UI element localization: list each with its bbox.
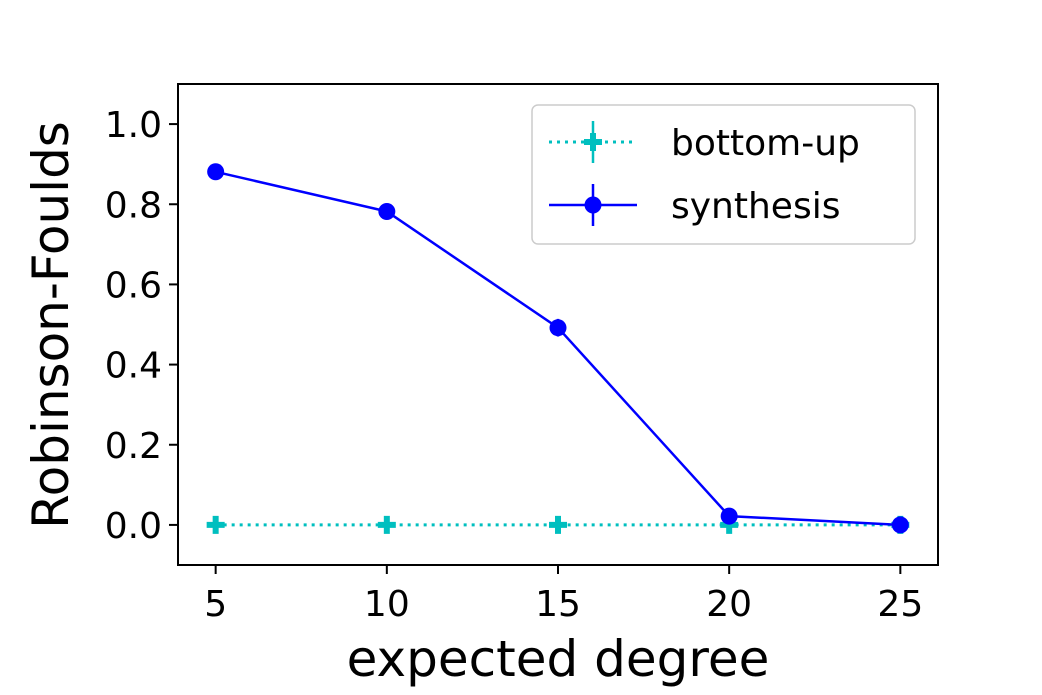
- data-point: [720, 515, 739, 534]
- data-point: [206, 515, 225, 534]
- series-synthesis: [207, 163, 909, 534]
- data-point: [549, 515, 567, 534]
- legend-label: bottom-up: [671, 123, 860, 164]
- series-bottom-up: [206, 515, 910, 534]
- legend-label: synthesis: [671, 186, 840, 227]
- legend-marker: [584, 196, 602, 214]
- y-axis-label: Robinson-Foulds: [22, 121, 80, 529]
- plot-frame: [177, 83, 939, 566]
- legend-marker: [584, 133, 602, 151]
- y-tick-label: 0.6: [105, 265, 162, 306]
- legend-box: [531, 104, 916, 245]
- y-tick-label: 1.0: [105, 105, 162, 146]
- y-tick-label: 0.2: [105, 426, 162, 467]
- legend-entry-synthesis: synthesis: [549, 184, 840, 227]
- data-point: [891, 516, 909, 534]
- data-point: [720, 507, 738, 525]
- legend: bottom-up synthesis: [531, 104, 916, 245]
- data-point: [207, 163, 225, 181]
- x-axis-label: expected degree: [347, 630, 770, 688]
- legend-entries: bottom-up synthesis: [549, 121, 860, 227]
- data-point: [377, 515, 396, 534]
- legend-entry-bottom-up: bottom-up: [549, 121, 860, 164]
- x-tick-label: 15: [535, 584, 581, 625]
- y-axis-ticks: 0.0 0.2 0.4 0.6 0.8 1.0: [105, 105, 178, 547]
- data-point: [378, 202, 396, 220]
- x-tick-label: 5: [204, 584, 227, 625]
- y-tick-label: 0.0: [105, 506, 162, 547]
- x-axis-ticks: 5 10 15 20 25: [204, 565, 923, 625]
- y-tick-label: 0.4: [105, 346, 162, 387]
- x-tick-label: 25: [877, 584, 923, 625]
- x-tick-label: 10: [364, 584, 410, 625]
- y-tick-label: 0.8: [105, 185, 162, 226]
- data-point: [549, 319, 567, 337]
- series-layer: [206, 163, 910, 534]
- x-tick-label: 20: [706, 584, 752, 625]
